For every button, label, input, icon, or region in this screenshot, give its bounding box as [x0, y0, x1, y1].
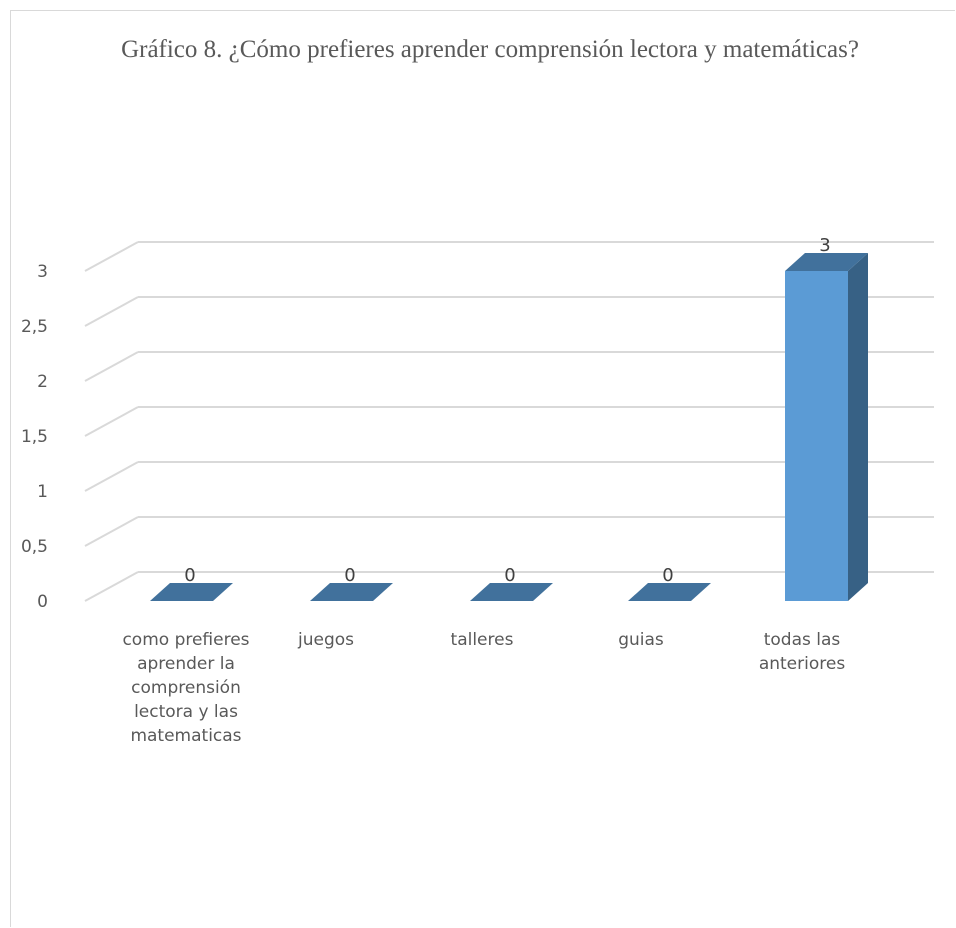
x-category-label: guias	[618, 630, 664, 650]
bar-front	[785, 271, 848, 601]
chart-frame	[10, 10, 955, 927]
bar-top	[470, 583, 553, 601]
y-tick-label: 0	[37, 592, 48, 612]
y-tick-label: 2,5	[21, 317, 48, 337]
chart-title: Gráfico 8. ¿Cómo prefieres aprender comp…	[121, 36, 859, 63]
y-tick-label: 2	[37, 372, 48, 392]
bar-top	[628, 583, 711, 601]
y-tick-label: 1	[37, 482, 48, 502]
data-label: 0	[662, 565, 673, 586]
gridline-side-0	[84, 571, 139, 602]
bar-top	[150, 583, 233, 601]
bar-top	[785, 253, 868, 271]
x-category-label: como prefieres aprender la comprensión l…	[122, 630, 250, 746]
data-label: 3	[819, 235, 830, 256]
gridline-side-1	[84, 516, 139, 547]
x-category-label: juegos	[297, 630, 354, 650]
data-label: 0	[344, 565, 355, 586]
y-tick-label: 1,5	[21, 427, 48, 447]
gridline-side-3	[84, 406, 139, 437]
y-tick-label: 0,5	[21, 537, 48, 557]
bar-top	[310, 583, 393, 601]
gridline-side-5	[84, 296, 139, 327]
y-tick-label: 3	[37, 262, 48, 282]
x-category-label: todas las anteriores	[758, 630, 846, 674]
gridline-side-2	[84, 461, 139, 492]
gridline-side-6	[84, 241, 139, 272]
gridline-side-4	[84, 351, 139, 382]
data-label: 0	[504, 565, 515, 586]
x-category-label: talleres	[450, 630, 514, 650]
bar-side	[848, 253, 868, 601]
data-label: 0	[184, 565, 195, 586]
